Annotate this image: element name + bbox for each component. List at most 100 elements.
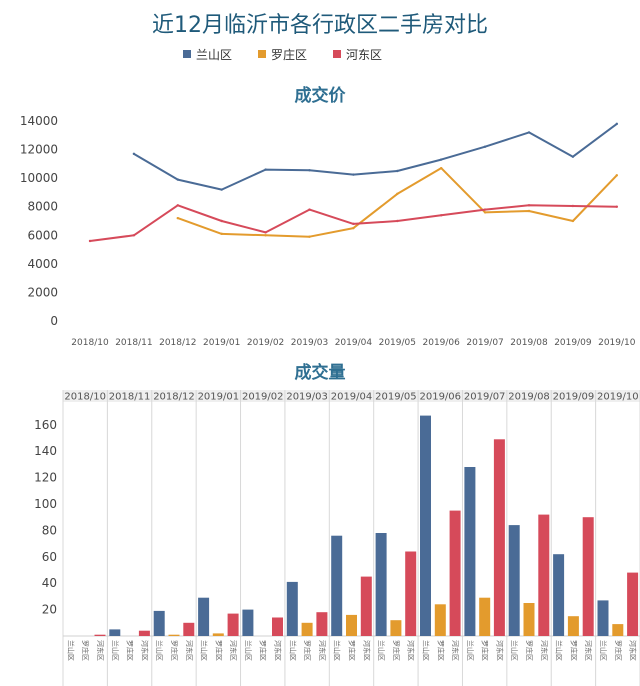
volume-month-header-9: 2019/07: [464, 392, 506, 403]
volume-category-label-11-1: 罗庄区: [569, 640, 578, 661]
price-point-2-1: [132, 234, 136, 237]
volume-bar-0-11: [553, 554, 565, 636]
volume-bar-0-7: [375, 533, 387, 636]
price-x-tick-0: 2018/10: [71, 338, 109, 348]
price-point-1-10: [527, 209, 531, 213]
price-point-0-11: [571, 155, 575, 158]
volume-month-header-7: 2019/05: [375, 392, 417, 403]
volume-category-label-0-2: 河东区: [96, 640, 105, 661]
volume-y-tick-2: 60: [42, 550, 57, 564]
legend-label-0: 兰山区: [196, 48, 232, 62]
volume-bar-2-7: [405, 551, 417, 636]
price-point-1-2: [176, 216, 179, 220]
price-point-2-12: [615, 205, 618, 208]
volume-bar-1-11: [567, 616, 579, 636]
volume-bar-1-10: [523, 603, 535, 636]
volume-bar-0-2: [153, 610, 165, 636]
price-x-tick-8: 2019/06: [423, 338, 461, 348]
legend: 兰山区 罗庄区 河东区: [183, 47, 382, 62]
price-point-2-11: [571, 204, 575, 208]
price-point-0-9: [483, 145, 487, 148]
price-line-chart: 0 2000 4000 6000 8000 10000 12000 14000 2018/10 2…: [20, 114, 636, 348]
price-point-0-2: [176, 178, 179, 181]
volume-category-label-11-0: 兰山区: [555, 640, 564, 661]
volume-category-label-5-1: 罗庄区: [303, 640, 312, 661]
volume-bar-1-7: [390, 620, 402, 636]
volume-month-header-10: 2019/08: [508, 392, 550, 403]
volume-category-label-1-0: 兰山区: [111, 640, 120, 661]
volume-category-label-10-1: 罗庄区: [525, 640, 534, 661]
price-point-1-11: [571, 219, 575, 223]
volume-category-label-2-1: 罗庄区: [170, 640, 179, 661]
price-point-0-7: [396, 169, 399, 173]
price-x-tick-2: 2018/12: [159, 338, 196, 348]
legend-swatch-1: [258, 50, 266, 58]
volume-bar-2-5: [316, 612, 328, 636]
price-x-tick-1: 2018/11: [115, 338, 152, 348]
price-x-tick-10: 2019/08: [510, 338, 548, 348]
volume-category-label-0-0: 兰山区: [66, 640, 75, 661]
price-x-tick-9: 2019/07: [466, 338, 503, 348]
price-y-tick-4: 8000: [27, 200, 58, 214]
price-x-tick-6: 2019/04: [335, 338, 373, 348]
volume-month-header-11: 2019/09: [553, 392, 595, 403]
volume-category-label-7-1: 罗庄区: [392, 640, 401, 661]
volume-bar-0-6: [331, 535, 343, 636]
volume-category-label-9-2: 河东区: [495, 640, 504, 661]
price-point-1-9: [483, 211, 487, 214]
volume-category-label-3-1: 罗庄区: [214, 640, 223, 661]
price-point-0-3: [220, 188, 223, 191]
volume-bar-2-1: [138, 630, 150, 636]
price-point-1-3: [220, 232, 223, 236]
price-x-tick-3: 2019/01: [203, 338, 240, 348]
volume-month-header-1: 2018/11: [109, 392, 151, 403]
price-point-2-3: [220, 219, 223, 223]
volume-category-label-7-2: 河东区: [407, 640, 416, 661]
volume-month-header-12: 2019/10: [597, 392, 639, 403]
price-point-1-5: [308, 235, 311, 238]
volume-category-label-4-0: 兰山区: [244, 640, 253, 661]
price-y-tick-6: 12000: [20, 143, 58, 157]
volume-bar-0-3: [198, 597, 210, 636]
price-x-tick-12: 2019/10: [598, 338, 636, 348]
price-point-2-9: [483, 208, 487, 211]
price-point-2-8: [440, 214, 443, 217]
volume-category-label-4-2: 河东区: [274, 640, 283, 661]
volume-y-tick-7: 160: [34, 418, 57, 432]
price-series-line-0: [132, 122, 618, 191]
price-x-tick-5: 2019/03: [291, 338, 328, 348]
price-y-tick-3: 6000: [27, 228, 58, 242]
volume-month-header-3: 2019/01: [198, 392, 240, 403]
price-point-1-8: [440, 166, 443, 170]
volume-bar-0-4: [242, 609, 254, 636]
price-point-1-6: [352, 226, 355, 230]
volume-bar-2-0: [94, 634, 106, 636]
price-point-0-8: [440, 158, 443, 161]
volume-bar-chart: 20 40 60 80 100 120 140 160 2018/10 2018/11 2018/1…: [34, 390, 640, 686]
volume-bar-1-6: [346, 614, 357, 636]
price-point-0-5: [308, 169, 311, 172]
price-point-2-4: [264, 231, 267, 234]
volume-y-tick-3: 80: [42, 523, 57, 537]
price-point-1-4: [264, 234, 267, 237]
volume-category-label-6-2: 河东区: [362, 640, 371, 661]
volume-bar-1-12: [612, 624, 624, 636]
volume-month-header-0: 2018/10: [64, 392, 106, 403]
volume-bar-2-9: [493, 439, 505, 636]
volume-bar-0-8: [420, 415, 431, 636]
price-y-tick-2: 4000: [27, 257, 58, 271]
volume-bar-1-3: [212, 633, 224, 636]
price-point-2-7: [396, 219, 399, 223]
legend-swatch-2: [333, 50, 341, 58]
volume-bar-2-11: [582, 517, 594, 636]
legend-label-2: 河东区: [346, 48, 382, 62]
price-point-0-1: [132, 152, 136, 156]
volume-bar-2-3: [227, 613, 239, 636]
volume-category-label-3-2: 河东区: [229, 640, 238, 661]
volume-category-label-6-0: 兰山区: [333, 640, 342, 661]
volume-y-tick-0: 20: [42, 603, 57, 617]
price-x-tick-11: 2019/09: [554, 338, 592, 348]
volume-category-label-2-0: 兰山区: [155, 640, 164, 661]
volume-category-label-8-0: 兰山区: [422, 640, 431, 661]
volume-y-tick-5: 120: [34, 471, 57, 485]
